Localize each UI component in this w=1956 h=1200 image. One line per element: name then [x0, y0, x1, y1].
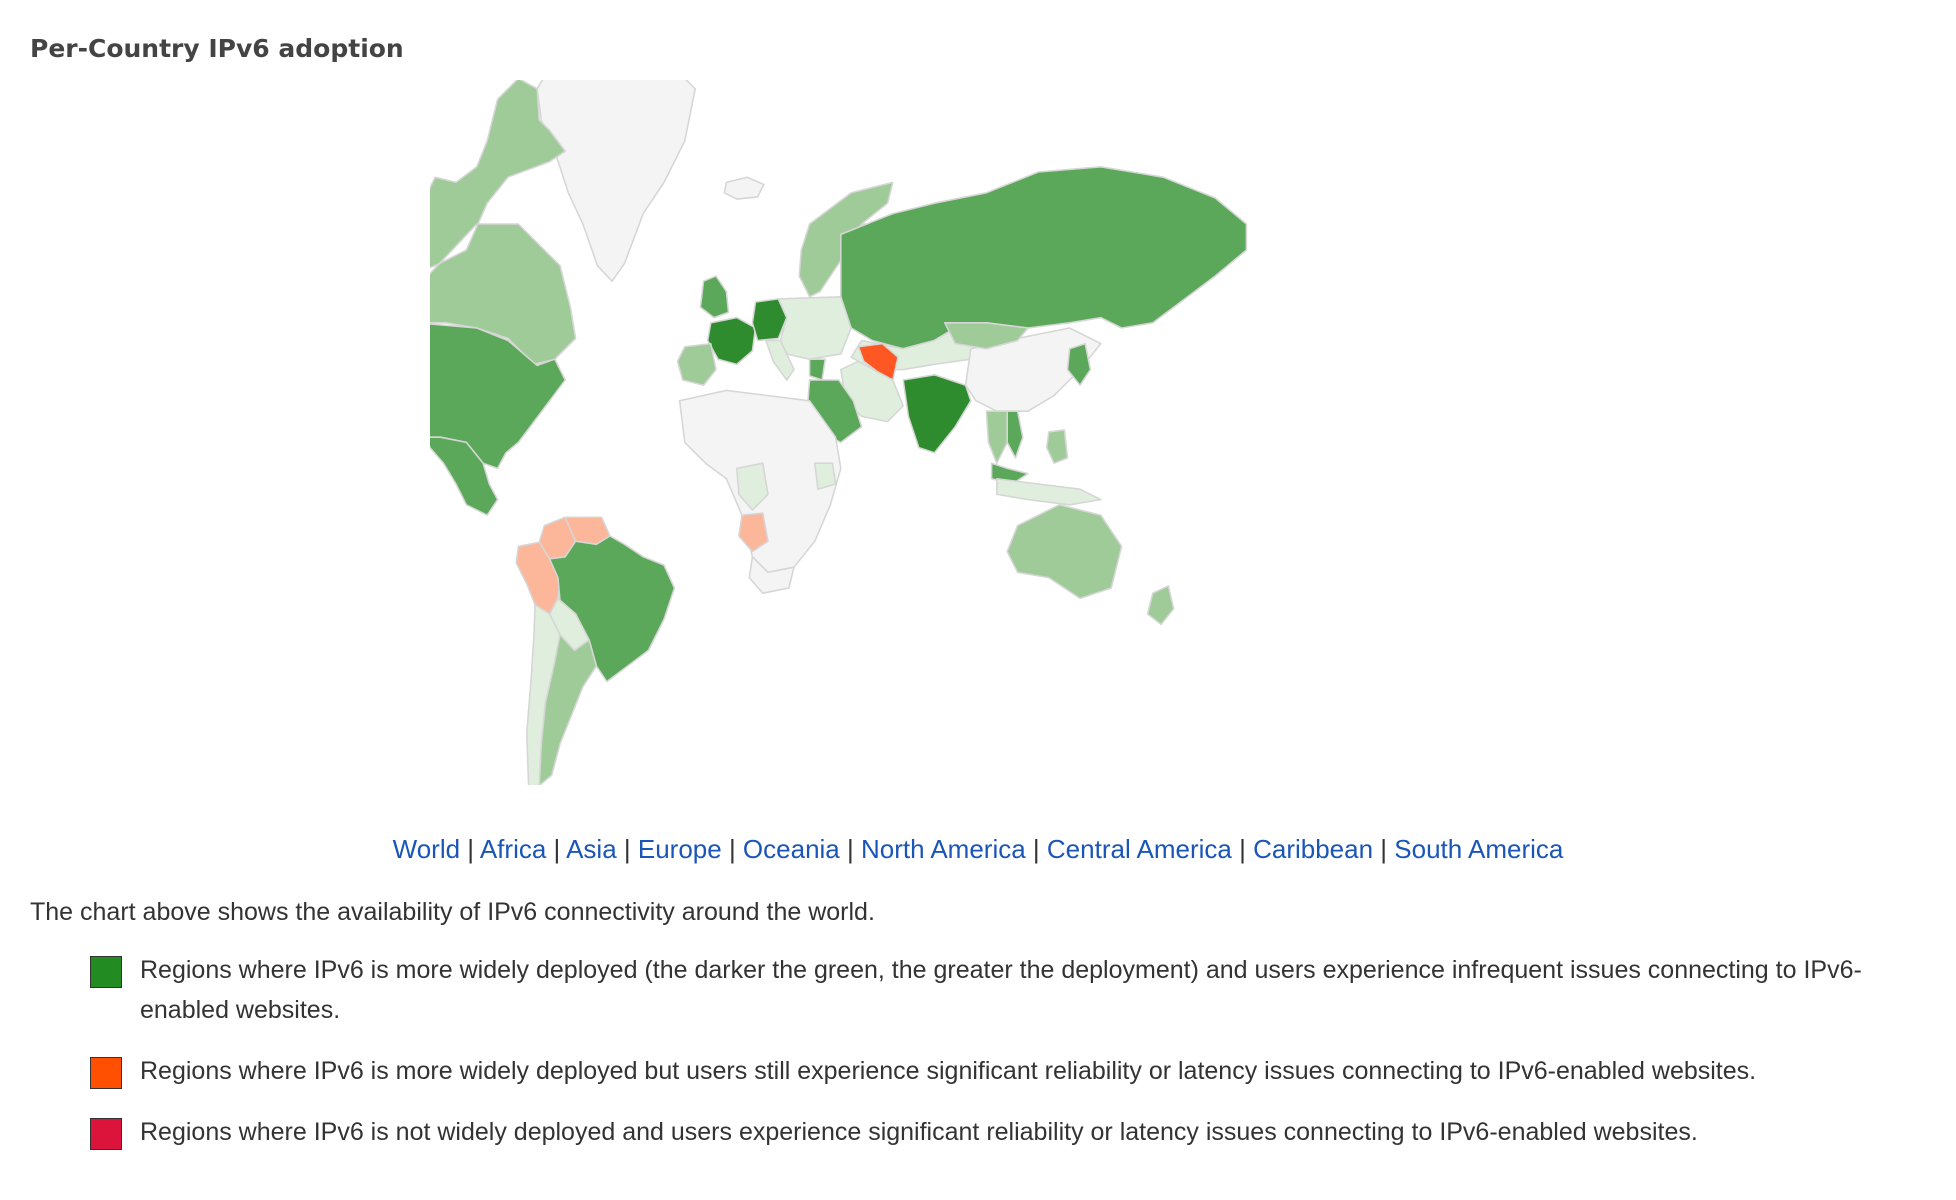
legend-text-red: Regions where IPv6 is not widely deploye…: [140, 1118, 1698, 1146]
region-japan[interactable]: [1066, 342, 1092, 386]
region-italy[interactable]: [765, 339, 795, 381]
legend-text-green: Regions where IPv6 is more widely deploy…: [140, 956, 1862, 1024]
region-philippines[interactable]: [1045, 429, 1069, 464]
region-mexico[interactable]: [430, 436, 499, 516]
region-link-south-america[interactable]: South America: [1394, 834, 1564, 864]
region-china[interactable]: [964, 327, 1102, 412]
region-iceland[interactable]: [723, 176, 765, 200]
region-new-zealand[interactable]: [1146, 585, 1175, 626]
region-link-north-america[interactable]: North America: [860, 834, 1026, 864]
legend-swatch-red: [90, 1118, 122, 1150]
region-link-separator: |: [1231, 834, 1254, 864]
region-link-caribbean[interactable]: Caribbean: [1253, 834, 1374, 864]
region-link-central-america[interactable]: Central America: [1046, 834, 1232, 864]
region-united-states[interactable]: [430, 322, 566, 470]
legend-item-green: Regions where IPv6 is more widely deploy…: [90, 950, 1920, 1030]
region-greece[interactable]: [808, 358, 826, 381]
region-link-separator: |: [616, 834, 638, 864]
region-link-asia[interactable]: Asia: [566, 834, 617, 864]
legend-item-orange: Regions where IPv6 is more widely deploy…: [90, 1051, 1920, 1091]
region-link-oceania[interactable]: Oceania: [742, 834, 840, 864]
region-australia[interactable]: [1006, 504, 1123, 600]
region-france[interactable]: [706, 316, 757, 366]
region-link-world[interactable]: World: [392, 834, 461, 864]
chart-description: The chart above shows the availability o…: [30, 898, 875, 926]
region-angola[interactable]: [738, 512, 769, 553]
region-link-separator: |: [546, 834, 567, 864]
region-links: World | Africa | Asia | Europe | Oceania…: [0, 834, 1956, 865]
region-thailand[interactable]: [985, 410, 1008, 464]
legend: Regions where IPv6 is more widely deploy…: [90, 950, 1920, 1173]
region-south-africa[interactable]: [748, 556, 795, 594]
region-kenya[interactable]: [814, 462, 837, 490]
world-map-svg[interactable]: [430, 80, 1560, 785]
region-link-separator: |: [721, 834, 743, 864]
region-link-africa[interactable]: Africa: [479, 834, 547, 864]
legend-text-orange: Regions where IPv6 is more widely deploy…: [140, 1057, 1757, 1085]
region-chile[interactable]: [525, 603, 561, 785]
region-link-separator: |: [839, 834, 861, 864]
legend-item-red: Regions where IPv6 is not widely deploye…: [90, 1112, 1920, 1152]
legend-swatch-green: [90, 956, 122, 988]
world-map[interactable]: [430, 80, 1560, 785]
region-greenland[interactable]: [536, 80, 696, 282]
region-link-separator: |: [1373, 834, 1395, 864]
region-congo[interactable]: [736, 462, 769, 511]
region-mongolia[interactable]: [944, 322, 1029, 350]
region-eastern-europe[interactable]: [777, 296, 852, 360]
region-link-separator: |: [1025, 834, 1047, 864]
region-indonesia[interactable]: [996, 478, 1102, 506]
region-india[interactable]: [902, 374, 972, 454]
region-spain[interactable]: [676, 342, 717, 386]
region-russia[interactable]: [840, 166, 1248, 350]
region-link-separator: |: [460, 834, 480, 864]
region-united-kingdom[interactable]: [699, 275, 730, 319]
region-vietnam[interactable]: [1006, 410, 1024, 459]
page-title: Per-Country IPv6 adoption: [30, 34, 404, 63]
region-link-europe[interactable]: Europe: [637, 834, 722, 864]
legend-swatch-orange: [90, 1057, 122, 1089]
